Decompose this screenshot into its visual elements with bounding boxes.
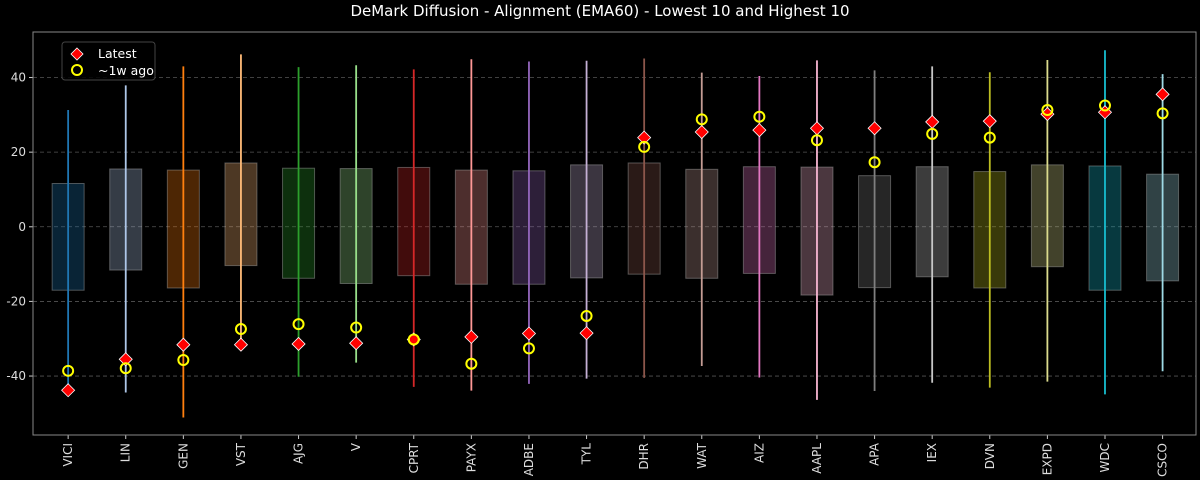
x-tick-label: APA xyxy=(868,442,882,466)
week-ago-marker-WAT xyxy=(695,113,708,126)
x-tick-label: EXPD xyxy=(1040,443,1054,475)
week-ago-marker-GEN xyxy=(177,353,190,366)
latest-marker-AAPL xyxy=(809,121,825,136)
x-tick-label: AAPL xyxy=(810,443,824,474)
week-ago-marker-WDC xyxy=(1098,99,1111,112)
x-tick-label: GEN xyxy=(176,443,190,469)
week-ago-marker-PAYX xyxy=(465,357,478,370)
y-tick-label: 40 xyxy=(11,71,26,85)
x-tick-label: DVN xyxy=(983,443,997,469)
latest-marker-WAT xyxy=(694,124,709,140)
x-tick-label: TYL xyxy=(580,443,594,466)
x-tick-label: VST xyxy=(234,442,248,466)
legend: Latest ~1w ago xyxy=(61,41,156,81)
x-tick-label: CSCO xyxy=(1156,443,1170,477)
latest-marker-ADBE xyxy=(521,326,537,341)
latest-marker-LIN xyxy=(118,352,133,367)
legend-latest-label: Latest xyxy=(98,46,137,61)
y-tick-label: -40 xyxy=(6,369,26,383)
latest-marker-DHR xyxy=(637,130,652,145)
gridlines xyxy=(33,77,1196,377)
y-tick-label: 0 xyxy=(18,220,26,234)
legend-week-ago-label: ~1w ago xyxy=(98,63,154,78)
x-tick-label: PAYX xyxy=(464,443,478,472)
week-ago-marker-ADBE xyxy=(522,342,535,355)
x-tick-label: V xyxy=(349,442,363,451)
latest-marker-IEX xyxy=(925,114,940,129)
week-ago-marker-AJG xyxy=(292,318,305,331)
week-ago-marker-TYL xyxy=(580,309,593,322)
plot-marks xyxy=(51,50,1180,418)
latest-marker-AIZ xyxy=(752,123,767,138)
week-ago-marker-VST xyxy=(234,323,247,336)
latest-marker-AJG xyxy=(291,336,306,352)
week-ago-marker-IEX xyxy=(926,127,939,140)
latest-marker-CSCO xyxy=(1155,87,1170,102)
x-tick-label: WAT xyxy=(695,442,709,468)
week-ago-marker-DHR xyxy=(638,140,651,153)
axes: -40 -20 0 20 40 VICI LIN GEN VST AJG V CPRT PAYX ADBE… xyxy=(6,31,1197,477)
x-tick-label: LIN xyxy=(119,443,133,462)
week-ago-marker-DVN xyxy=(983,131,996,144)
week-ago-marker-APA xyxy=(868,156,881,169)
latest-marker-TYL xyxy=(579,326,594,341)
week-ago-marker-LIN xyxy=(119,362,132,375)
week-ago-marker-AAPL xyxy=(810,134,823,147)
x-tick-label: VICI xyxy=(61,443,75,467)
x-tick-label: DHR xyxy=(637,443,651,470)
plot-frame xyxy=(32,31,1197,436)
latest-marker-DVN xyxy=(982,114,997,129)
legend-latest-marker xyxy=(70,47,84,61)
x-tick-label: AIZ xyxy=(752,443,766,463)
x-tick-label: IEX xyxy=(925,443,939,462)
legend-week-ago-marker xyxy=(71,64,83,76)
x-tick-label: ADBE xyxy=(522,443,536,476)
week-ago-marker-EXPD xyxy=(1041,103,1054,116)
latest-marker-VST xyxy=(233,337,249,352)
latest-marker-V xyxy=(349,336,364,351)
y-tick-label: -20 xyxy=(6,294,26,308)
week-ago-marker-CPRT xyxy=(407,333,420,346)
latest-marker-APA xyxy=(867,121,882,136)
x-tick-label: AJG xyxy=(292,443,306,464)
latest-marker-GEN xyxy=(176,337,191,352)
x-tick-label: CPRT xyxy=(407,442,421,473)
y-tick-label: 20 xyxy=(11,145,26,159)
x-tick-label: WDC xyxy=(1098,443,1112,472)
latest-marker-VICI xyxy=(61,383,76,398)
chart-title: DeMark Diffusion - Alignment (EMA60) - L… xyxy=(350,2,849,20)
week-ago-marker-AIZ xyxy=(753,110,766,123)
week-ago-marker-V xyxy=(350,321,363,334)
week-ago-marker-CSCO xyxy=(1156,107,1169,120)
week-ago-marker-VICI xyxy=(62,364,75,377)
latest-marker-PAYX xyxy=(464,329,479,344)
